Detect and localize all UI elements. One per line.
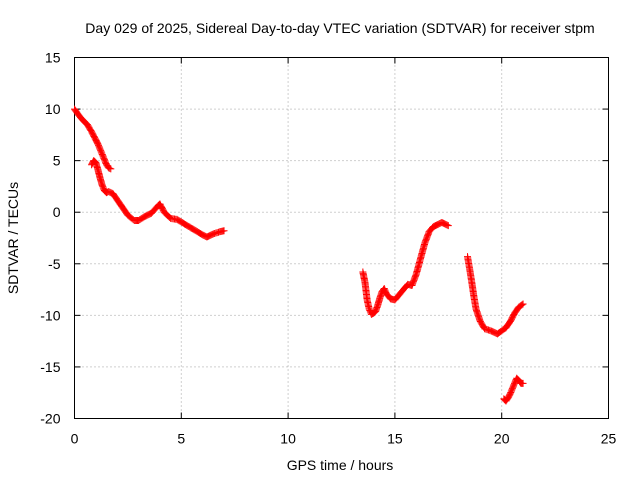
y-tick-labels: -20 -15 -10 -5 0 5 10 15: [40, 50, 60, 427]
y-tick-label: -10: [40, 307, 60, 323]
chart-title: Day 029 of 2025, Sidereal Day-to-day VTE…: [85, 20, 594, 36]
data-point: [443, 221, 451, 229]
x-tick-labels: 0 5 10 15 20 25: [71, 431, 617, 447]
x-tick-label: 10: [280, 431, 296, 447]
axis-ticks: [74, 57, 609, 419]
series-segment-4: [464, 253, 527, 338]
series-segment-3: [359, 219, 452, 318]
data-point: [220, 227, 228, 235]
series-segment-1: [71, 105, 115, 173]
x-tick-label: 20: [494, 431, 510, 447]
plot-frame: [74, 57, 609, 419]
data-point: [519, 379, 527, 387]
x-tick-label: 15: [387, 431, 403, 447]
data-point: [106, 164, 114, 172]
y-axis-title: SDTVAR / TECUs: [5, 182, 21, 294]
x-axis-title: GPS time / hours: [287, 457, 394, 473]
data-marks: [71, 105, 527, 405]
y-tick-label: -20: [40, 411, 60, 427]
data-point: [516, 378, 524, 386]
x-tick-label: 5: [177, 431, 185, 447]
data-point: [518, 301, 526, 309]
y-tick-label: 5: [53, 153, 61, 169]
data-point: [444, 222, 452, 230]
y-tick-label: 15: [45, 50, 61, 66]
series-segment-5: [500, 374, 527, 405]
data-point: [519, 300, 527, 308]
grid: [74, 57, 609, 419]
series-segment-2: [88, 157, 228, 241]
y-tick-label: -5: [48, 256, 61, 272]
y-tick-label: 0: [53, 204, 61, 220]
data-point: [107, 165, 115, 173]
y-tick-label: 10: [45, 101, 61, 117]
y-tick-label: -15: [40, 359, 60, 375]
x-tick-label: 0: [71, 431, 79, 447]
x-tick-label: 25: [601, 431, 617, 447]
